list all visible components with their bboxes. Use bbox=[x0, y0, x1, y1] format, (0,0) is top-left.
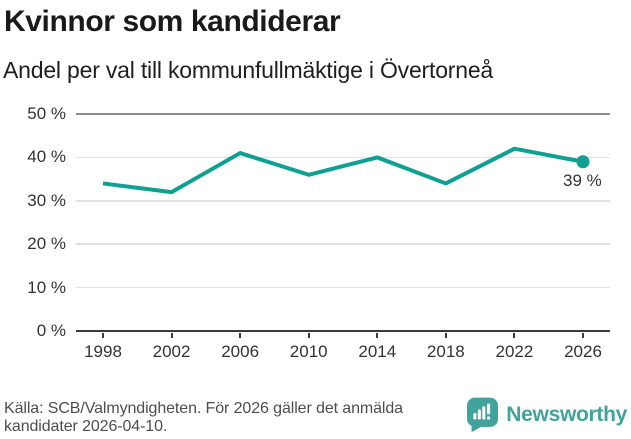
y-axis-label: 20 % bbox=[27, 234, 66, 254]
source-text: Källa: SCB/Valmyndigheten. För 2026 gäll… bbox=[4, 400, 403, 436]
page-title: Kvinnor som kandiderar bbox=[4, 5, 341, 38]
y-axis-label: 0 % bbox=[36, 321, 66, 340]
x-axis-label: 2014 bbox=[358, 342, 397, 361]
gridline bbox=[76, 112, 610, 116]
x-axis-label: 2022 bbox=[495, 342, 534, 361]
chart-subtitle: Andel per val till kommunfullmäktige i Ö… bbox=[3, 57, 494, 83]
axis-tick bbox=[170, 332, 173, 338]
gridline bbox=[76, 286, 610, 289]
end-point-dot bbox=[576, 155, 590, 169]
newsworthy-wordmark: Newsworthy bbox=[506, 403, 627, 426]
x-axis-label: 2002 bbox=[152, 342, 191, 361]
y-axis-label: 30 % bbox=[27, 190, 66, 210]
speech-bubble-bar-chart-icon bbox=[467, 397, 499, 433]
axis-tick bbox=[102, 332, 104, 338]
source-line-1: Källa: SCB/Valmyndigheten. För 2026 gäll… bbox=[4, 400, 403, 417]
y-axis-label: 50 % bbox=[27, 104, 66, 123]
end-value-label: 39 % bbox=[563, 170, 602, 190]
x-axis-label: 2010 bbox=[289, 342, 328, 361]
axis-tick bbox=[582, 332, 584, 338]
gridline bbox=[76, 156, 610, 159]
axis-tick bbox=[376, 332, 379, 338]
y-axis-label: 40 % bbox=[27, 147, 66, 167]
x-axis-label: 2006 bbox=[221, 342, 260, 361]
x-axis-label: 1998 bbox=[84, 342, 122, 361]
axis-tick bbox=[444, 332, 447, 338]
axis-tick bbox=[513, 332, 516, 338]
trend-line bbox=[102, 146, 590, 195]
axis-tick bbox=[307, 332, 310, 338]
x-axis-line bbox=[76, 329, 610, 333]
gridline bbox=[76, 200, 610, 202]
gridline bbox=[76, 243, 610, 245]
x-axis-label: 2026 bbox=[564, 342, 602, 361]
newsworthy-logo: Newsworthy bbox=[467, 397, 627, 433]
y-axis-label: 10 % bbox=[27, 277, 66, 297]
series-line bbox=[102, 146, 584, 195]
x-axis-label: 2018 bbox=[426, 342, 465, 361]
axis-tick bbox=[239, 332, 242, 338]
source-line-2: kandidater 2026-04-10. bbox=[4, 418, 168, 435]
